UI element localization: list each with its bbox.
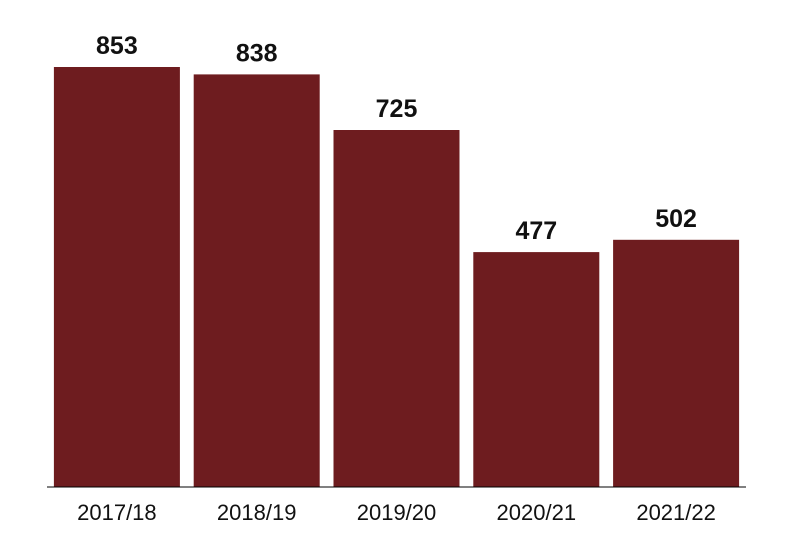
bar-2017-18 [53, 67, 180, 487]
bar-2018-19 [193, 74, 320, 488]
bar-2019-20 [333, 130, 460, 487]
x-tick-label-2017-18: 2017/18 [77, 500, 157, 525]
x-tick-labels-group: 2017/18 2018/19 2019/20 2020/21 2021/22 [77, 500, 716, 525]
bar-2020-21 [473, 252, 600, 487]
value-label-2017-18: 853 [96, 32, 138, 60]
bar-2021-22 [613, 239, 740, 487]
x-tick-label-2018-19: 2018/19 [217, 500, 297, 525]
value-label-2020-21: 477 [515, 217, 557, 245]
x-tick-label-2021-22: 2021/22 [636, 500, 716, 525]
value-label-2018-19: 838 [236, 39, 278, 67]
value-labels-group: 853 838 725 477 502 [96, 32, 697, 245]
x-tick-label-2020-21: 2020/21 [497, 500, 577, 525]
value-label-2019-20: 725 [376, 95, 418, 123]
x-tick-label-2019-20: 2019/20 [357, 500, 437, 525]
bars-group [53, 67, 740, 488]
value-label-2021-22: 502 [655, 205, 697, 233]
